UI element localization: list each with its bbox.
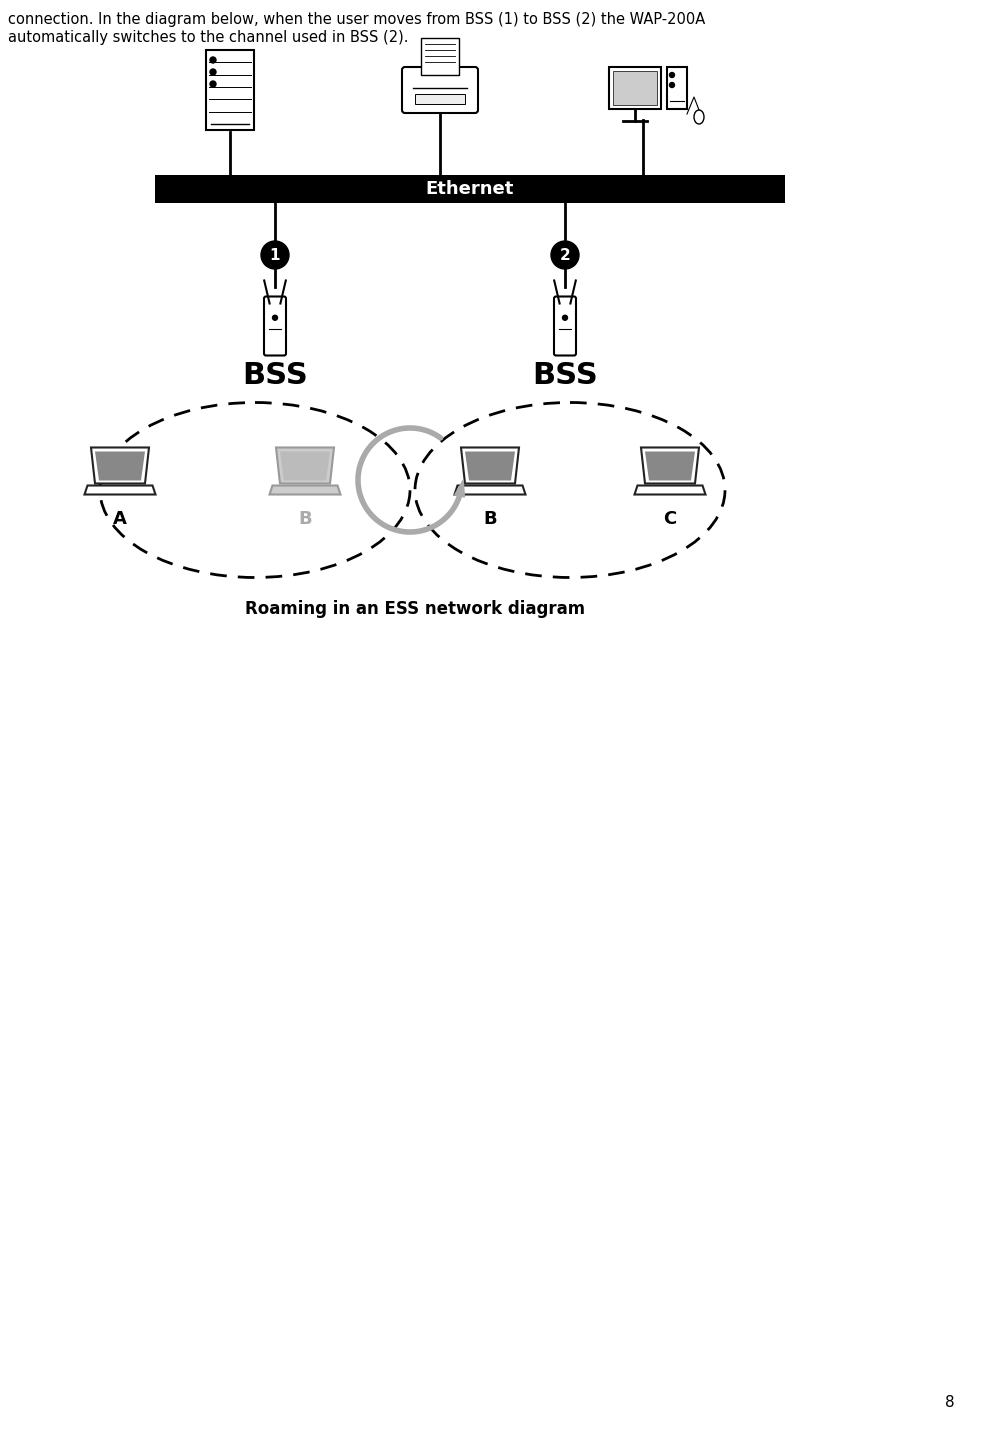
Circle shape bbox=[669, 73, 674, 77]
Text: C: C bbox=[663, 509, 676, 528]
FancyBboxPatch shape bbox=[554, 297, 576, 356]
Text: B: B bbox=[484, 509, 496, 528]
Polygon shape bbox=[635, 485, 705, 495]
Text: Ethernet: Ethernet bbox=[426, 179, 514, 198]
Polygon shape bbox=[276, 448, 334, 484]
Text: A: A bbox=[113, 509, 127, 528]
Circle shape bbox=[272, 316, 277, 320]
Polygon shape bbox=[269, 485, 341, 495]
Text: BSS: BSS bbox=[532, 360, 598, 389]
Circle shape bbox=[210, 69, 216, 75]
Polygon shape bbox=[95, 452, 145, 481]
Circle shape bbox=[210, 57, 216, 63]
Bar bbox=[421, 37, 459, 75]
Circle shape bbox=[210, 80, 216, 88]
Text: automatically switches to the channel used in BSS (2).: automatically switches to the channel us… bbox=[8, 30, 408, 44]
Circle shape bbox=[669, 82, 674, 88]
Bar bbox=[206, 50, 254, 131]
Polygon shape bbox=[461, 448, 519, 484]
FancyBboxPatch shape bbox=[264, 297, 286, 356]
Polygon shape bbox=[280, 452, 330, 481]
Ellipse shape bbox=[694, 110, 704, 123]
Text: 8: 8 bbox=[945, 1395, 955, 1411]
Bar bbox=[609, 67, 661, 109]
Text: B: B bbox=[298, 509, 312, 528]
Text: Roaming in an ESS network diagram: Roaming in an ESS network diagram bbox=[245, 600, 585, 618]
Bar bbox=[667, 67, 687, 109]
Polygon shape bbox=[91, 448, 149, 484]
Text: 1: 1 bbox=[270, 247, 280, 263]
Circle shape bbox=[562, 316, 568, 320]
Text: 2: 2 bbox=[560, 247, 570, 263]
Text: BSS: BSS bbox=[242, 360, 308, 389]
Bar bbox=[613, 70, 657, 105]
Polygon shape bbox=[84, 485, 156, 495]
Polygon shape bbox=[641, 448, 699, 484]
Polygon shape bbox=[645, 452, 695, 481]
Circle shape bbox=[261, 241, 289, 268]
Bar bbox=[155, 175, 785, 202]
Polygon shape bbox=[465, 452, 515, 481]
Bar bbox=[415, 95, 465, 103]
Text: connection. In the diagram below, when the user moves from BSS (1) to BSS (2) th: connection. In the diagram below, when t… bbox=[8, 11, 705, 27]
Circle shape bbox=[551, 241, 579, 268]
Polygon shape bbox=[455, 481, 465, 497]
Polygon shape bbox=[455, 485, 525, 495]
FancyBboxPatch shape bbox=[402, 67, 478, 113]
